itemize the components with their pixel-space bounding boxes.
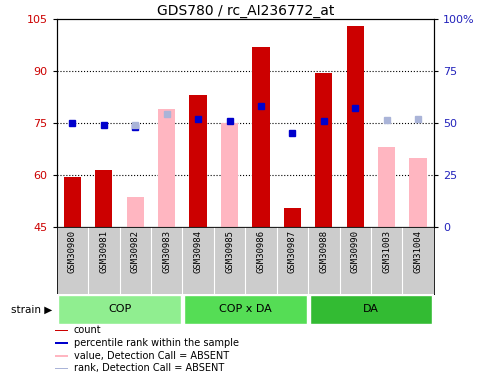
Text: DA: DA — [363, 304, 379, 314]
Text: value, Detection Call = ABSENT: value, Detection Call = ABSENT — [74, 351, 229, 361]
Bar — [158, 109, 176, 227]
Bar — [55, 355, 68, 357]
Text: COP: COP — [108, 304, 131, 314]
Bar — [252, 46, 270, 227]
FancyBboxPatch shape — [58, 295, 181, 324]
Bar — [95, 170, 112, 227]
Text: GSM30987: GSM30987 — [288, 230, 297, 273]
Bar — [221, 123, 238, 227]
Text: percentile rank within the sample: percentile rank within the sample — [74, 338, 239, 348]
Text: GSM31004: GSM31004 — [414, 230, 423, 273]
Text: GSM30982: GSM30982 — [131, 230, 140, 273]
FancyBboxPatch shape — [184, 295, 307, 324]
Bar — [189, 95, 207, 227]
Title: GDS780 / rc_AI236772_at: GDS780 / rc_AI236772_at — [157, 4, 334, 18]
Bar — [55, 330, 68, 332]
Text: GSM30980: GSM30980 — [68, 230, 77, 273]
Text: strain ▶: strain ▶ — [11, 304, 52, 314]
Text: GSM30986: GSM30986 — [256, 230, 266, 273]
Bar — [127, 197, 144, 227]
Text: count: count — [74, 326, 102, 336]
Bar — [284, 208, 301, 227]
Text: GSM30990: GSM30990 — [351, 230, 360, 273]
Text: GSM30983: GSM30983 — [162, 230, 171, 273]
Bar — [347, 26, 364, 227]
Bar — [378, 147, 395, 227]
Bar — [55, 342, 68, 344]
Text: GSM30985: GSM30985 — [225, 230, 234, 273]
Text: COP x DA: COP x DA — [219, 304, 272, 314]
Text: GSM30984: GSM30984 — [194, 230, 203, 273]
Bar — [64, 177, 81, 227]
Text: rank, Detection Call = ABSENT: rank, Detection Call = ABSENT — [74, 363, 224, 374]
Bar — [55, 368, 68, 369]
FancyBboxPatch shape — [310, 295, 432, 324]
Text: GSM30988: GSM30988 — [319, 230, 328, 273]
Text: GSM31003: GSM31003 — [382, 230, 391, 273]
Bar — [410, 158, 427, 227]
Text: GSM30981: GSM30981 — [99, 230, 108, 273]
Bar — [315, 72, 332, 227]
